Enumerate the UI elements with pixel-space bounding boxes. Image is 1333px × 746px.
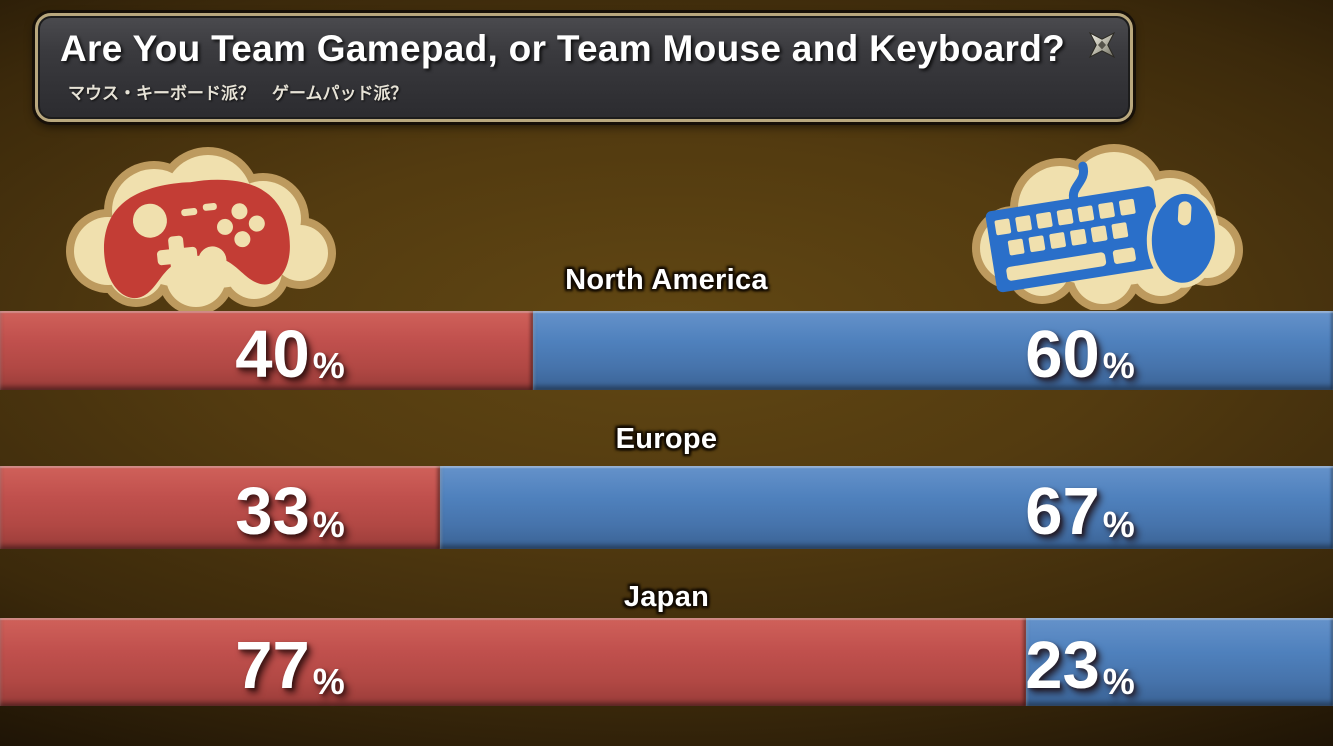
mkb-segment-europe [439,466,1333,549]
bar-europe: 33% 67% [0,466,1333,549]
page-title: Are You Team Gamepad, or Team Mouse and … [60,28,1066,69]
four-point-star-icon [1088,31,1116,59]
gamepad-icon [104,179,290,299]
bar-japan: 77% 23% [0,618,1333,706]
gamepad-cloud-badge [66,147,336,313]
mkb-segment-north-america [533,311,1333,390]
keyboard-mouse-cloud-badge [972,144,1243,310]
mkb-segment-japan [1026,618,1333,706]
title-panel: Are You Team Gamepad, or Team Mouse and … [35,13,1133,122]
category-label-north-america: North America [565,264,768,296]
category-label-japan: Japan [623,581,710,613]
gamepad-segment-north-america [0,311,534,390]
gamepad-segment-japan [0,618,1027,706]
page-subtitle-japanese: マウス・キーボード派？ ゲームパッド派？ [68,84,408,103]
gamepad-segment-europe [0,466,440,549]
keyboard-mouse-icon [985,161,1220,293]
bar-north-america: 40% 60% [0,311,1333,390]
category-label-europe: Europe [615,423,718,455]
